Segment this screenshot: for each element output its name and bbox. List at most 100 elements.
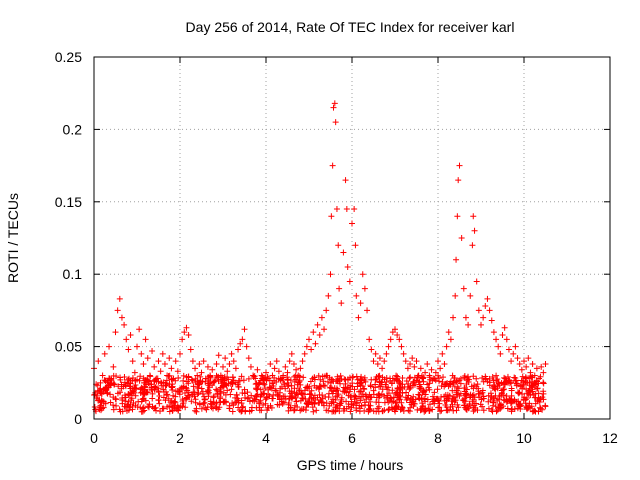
noise-point <box>463 380 470 387</box>
noise-point <box>298 390 305 397</box>
noise-point <box>418 395 425 402</box>
noise-point <box>174 387 181 394</box>
data-point <box>441 360 448 367</box>
data-point <box>112 329 119 336</box>
data-point <box>310 329 317 336</box>
data-point <box>118 314 125 321</box>
data-point <box>157 368 164 375</box>
data-point <box>164 372 171 379</box>
noise-point <box>227 380 234 387</box>
data-point <box>166 355 173 362</box>
noise-point <box>485 405 492 412</box>
data-point <box>263 369 269 376</box>
noise-point <box>431 389 438 396</box>
noise-point <box>526 389 533 396</box>
noise-point <box>136 377 143 384</box>
noise-point <box>449 403 456 410</box>
data-point <box>161 360 168 367</box>
noise-point <box>99 398 106 405</box>
data-point <box>503 336 510 343</box>
axes: 0 2 4 6 8 10 12 0 0.05 0.1 0.15 0.2 0.25 <box>55 49 618 446</box>
noise-point <box>336 408 343 415</box>
noise-point <box>132 392 139 399</box>
data-point <box>207 372 214 379</box>
noise-point <box>405 380 412 387</box>
noise-point <box>229 374 236 381</box>
noise-point <box>511 374 518 381</box>
noise-point <box>176 404 183 411</box>
noise-point <box>488 393 495 400</box>
noise-point <box>286 395 293 402</box>
noise-point <box>296 378 303 385</box>
data-point <box>183 324 190 331</box>
noise-point <box>122 398 129 405</box>
noise-point <box>183 373 190 380</box>
data-point <box>368 346 375 353</box>
noise-point <box>183 378 190 385</box>
noise-point <box>195 384 202 391</box>
data-point <box>286 358 293 365</box>
data-point <box>353 292 360 299</box>
data-point <box>189 358 196 365</box>
noise-point <box>394 391 401 398</box>
data-point <box>318 314 325 321</box>
noise-point <box>190 383 197 390</box>
data-point <box>495 343 502 350</box>
noise-point <box>127 383 134 390</box>
data-point <box>437 365 444 372</box>
noise-point <box>257 386 264 393</box>
noise-point <box>186 393 193 400</box>
noise-point <box>242 394 249 401</box>
data-point <box>204 363 211 370</box>
noise-point <box>165 373 172 380</box>
noise-point <box>347 394 354 401</box>
noise-point <box>519 385 526 392</box>
data-point <box>306 336 312 343</box>
noise-point <box>235 383 242 390</box>
noise-point <box>192 379 199 386</box>
noise-point <box>319 373 326 380</box>
noise-point <box>217 399 224 406</box>
data-point <box>527 369 534 376</box>
data-point <box>484 295 491 302</box>
noise-point <box>260 401 267 408</box>
data-point <box>224 368 231 375</box>
noise-point <box>155 396 162 403</box>
noise-point <box>445 383 452 390</box>
noise-point <box>490 383 497 390</box>
data-point <box>374 360 381 367</box>
data-point <box>194 372 201 379</box>
data-point <box>482 303 489 310</box>
noise-point <box>410 380 417 387</box>
noise-point <box>261 381 268 388</box>
noise-point <box>388 395 395 402</box>
noise-point <box>462 398 469 405</box>
noise-point <box>330 378 337 385</box>
data-point <box>168 365 175 372</box>
noise-point <box>129 403 136 410</box>
noise-point <box>142 383 149 390</box>
noise-point <box>249 397 256 404</box>
data-point <box>293 366 300 373</box>
data-point <box>149 347 156 354</box>
noise-point <box>508 385 515 392</box>
noise-point <box>506 395 513 402</box>
data-point <box>383 350 390 357</box>
noise-point <box>413 377 420 384</box>
data-point <box>340 249 347 256</box>
noise-point <box>493 372 500 379</box>
noise-point <box>281 393 288 400</box>
data-point <box>409 355 416 362</box>
noise-point <box>254 385 261 392</box>
noise-point <box>453 389 460 396</box>
data-point <box>127 332 134 339</box>
data-point <box>430 375 437 382</box>
noise-point <box>324 378 331 385</box>
noise-point <box>112 395 119 402</box>
noise-point <box>426 407 433 414</box>
noise-point <box>98 390 105 397</box>
noise-point <box>107 399 114 406</box>
data-point <box>497 350 504 357</box>
noise-point <box>148 386 155 393</box>
noise-point <box>342 385 349 392</box>
